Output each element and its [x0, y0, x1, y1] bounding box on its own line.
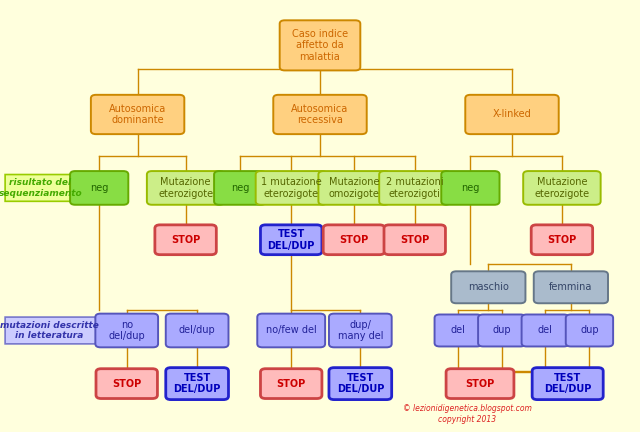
FancyBboxPatch shape — [465, 95, 559, 134]
FancyBboxPatch shape — [96, 368, 157, 398]
FancyBboxPatch shape — [531, 225, 593, 255]
Text: STOP: STOP — [400, 235, 429, 245]
Text: neg: neg — [90, 183, 108, 193]
Text: STOP: STOP — [171, 235, 200, 245]
Text: neg: neg — [231, 183, 249, 193]
Text: © lezionidigenetica.blogspot.com
copyright 2013: © lezionidigenetica.blogspot.com copyrig… — [403, 404, 532, 423]
Text: dup/
many del: dup/ many del — [337, 320, 383, 341]
Text: femmina: femmina — [549, 282, 593, 292]
FancyBboxPatch shape — [95, 314, 158, 347]
FancyBboxPatch shape — [70, 171, 128, 205]
FancyBboxPatch shape — [451, 271, 525, 303]
Text: STOP: STOP — [547, 235, 577, 245]
Text: no/few del: no/few del — [266, 325, 317, 336]
FancyBboxPatch shape — [380, 171, 451, 205]
Text: Caso indice
affetto da
malattia: Caso indice affetto da malattia — [292, 29, 348, 62]
FancyBboxPatch shape — [522, 314, 569, 346]
FancyBboxPatch shape — [273, 95, 367, 134]
Text: del/dup: del/dup — [179, 325, 216, 336]
FancyBboxPatch shape — [280, 20, 360, 70]
Text: Mutazione
eterozigote: Mutazione eterozigote — [158, 177, 213, 199]
FancyBboxPatch shape — [319, 171, 390, 205]
FancyBboxPatch shape — [166, 368, 228, 400]
FancyBboxPatch shape — [384, 225, 445, 255]
FancyBboxPatch shape — [478, 314, 525, 346]
Text: TEST
DEL/DUP: TEST DEL/DUP — [337, 373, 384, 394]
Text: dup: dup — [492, 325, 511, 336]
FancyBboxPatch shape — [566, 314, 613, 346]
FancyBboxPatch shape — [442, 171, 499, 205]
FancyBboxPatch shape — [155, 225, 216, 255]
FancyBboxPatch shape — [446, 368, 514, 398]
FancyBboxPatch shape — [532, 368, 604, 400]
FancyBboxPatch shape — [91, 95, 184, 134]
Text: STOP: STOP — [339, 235, 369, 245]
Text: TEST
DEL/DUP: TEST DEL/DUP — [544, 373, 591, 394]
Text: dup: dup — [580, 325, 599, 336]
Text: neg: neg — [461, 183, 479, 193]
Text: 2 mutazioni
eterozigoti: 2 mutazioni eterozigoti — [386, 177, 444, 199]
Text: STOP: STOP — [112, 378, 141, 389]
FancyBboxPatch shape — [524, 171, 600, 205]
FancyBboxPatch shape — [147, 171, 225, 205]
FancyBboxPatch shape — [329, 314, 392, 347]
Text: Autosomica
recessiva: Autosomica recessiva — [291, 104, 349, 125]
FancyBboxPatch shape — [257, 314, 325, 347]
FancyBboxPatch shape — [323, 225, 385, 255]
FancyBboxPatch shape — [534, 271, 608, 303]
FancyBboxPatch shape — [435, 314, 482, 346]
Text: X-linked: X-linked — [493, 109, 531, 120]
Text: Mutazione
omozigote: Mutazione omozigote — [328, 177, 380, 199]
Text: TEST
DEL/DUP: TEST DEL/DUP — [173, 373, 221, 394]
FancyBboxPatch shape — [260, 368, 322, 398]
Text: no
del/dup: no del/dup — [108, 320, 145, 341]
Text: del: del — [451, 325, 466, 336]
Text: STOP: STOP — [276, 378, 306, 389]
FancyBboxPatch shape — [260, 225, 322, 255]
FancyBboxPatch shape — [256, 171, 327, 205]
Text: del: del — [538, 325, 553, 336]
Text: risultato del
sequenziamento: risultato del sequenziamento — [0, 178, 82, 197]
Text: Autosomica
dominante: Autosomica dominante — [109, 104, 166, 125]
FancyBboxPatch shape — [214, 171, 266, 205]
Text: maschio: maschio — [468, 282, 509, 292]
Text: mutazioni descritte
in letteratura: mutazioni descritte in letteratura — [0, 321, 99, 340]
FancyBboxPatch shape — [166, 314, 228, 347]
Text: TEST
DEL/DUP: TEST DEL/DUP — [268, 229, 315, 251]
Text: STOP: STOP — [465, 378, 495, 389]
Text: 1 mutazione
eterozigote: 1 mutazione eterozigote — [261, 177, 321, 199]
FancyBboxPatch shape — [329, 368, 392, 400]
Polygon shape — [5, 317, 106, 344]
Polygon shape — [5, 175, 90, 201]
Text: Mutazione
eterozigote: Mutazione eterozigote — [534, 177, 589, 199]
